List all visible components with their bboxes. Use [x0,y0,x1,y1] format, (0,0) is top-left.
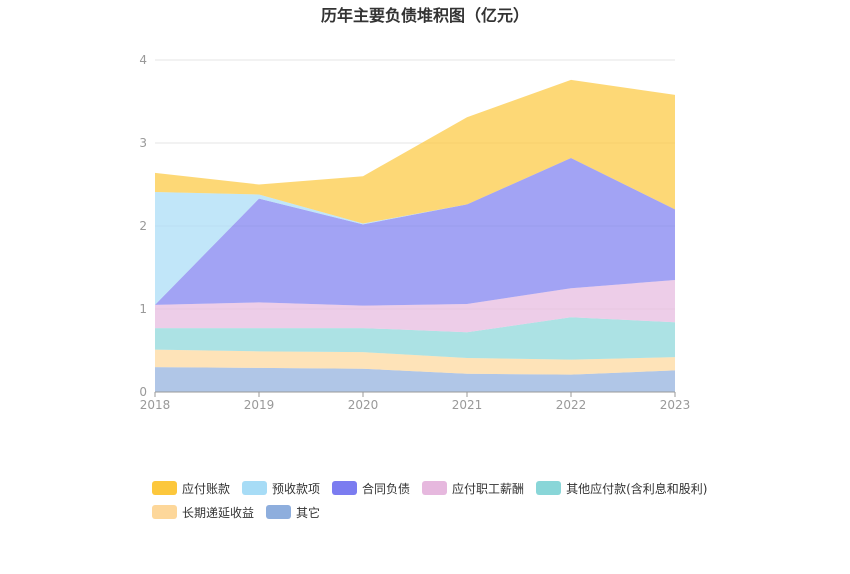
x-tick-label: 2022 [556,398,587,412]
y-tick-label: 4 [139,53,147,67]
legend-item[interactable]: 其他应付款(含利息和股利) [536,480,707,497]
legend-swatch [266,505,292,519]
legend-item[interactable]: 长期递延收益 [152,504,254,521]
legend-label: 合同负债 [362,481,411,496]
legend-swatch [152,505,177,519]
legend-label: 长期递延收益 [182,505,255,520]
series-area-其它 [155,367,675,392]
x-tick-label: 2019 [244,398,275,412]
legend-swatch [422,481,448,495]
series-areas [155,79,675,392]
legend-item[interactable]: 合同负债 [332,480,410,497]
legend-label: 应付职工薪酬 [452,481,525,496]
legend-swatch [242,481,268,495]
legend-swatch [332,481,358,495]
x-tick-label: 2020 [348,398,379,412]
x-tick-label: 2021 [452,398,483,412]
legend-item[interactable]: 应付职工薪酬 [422,480,524,497]
legend-item[interactable]: 应付账款 [152,480,230,497]
legend-label: 预收款项 [272,481,321,496]
y-tick-label: 2 [139,219,147,233]
legend-swatch [536,481,562,495]
x-tick-label: 2023 [660,398,691,412]
series-area-应付账款 [155,79,675,224]
x-tick-label: 2018 [140,398,171,412]
legend-label: 应付账款 [182,481,231,496]
y-tick-label: 0 [139,385,147,399]
y-tick-label: 3 [139,136,147,150]
y-tick-label: 1 [139,302,147,316]
series-area-其他应付款(含利息和股利) [155,317,675,360]
chart-title: 历年主要负债堆积图（亿元） [320,6,529,25]
legend-item[interactable]: 其它 [266,504,320,521]
legend-row: 长期递延收益 其它 [152,500,752,524]
axes: 0 1 2 3 4 2018 2019 2020 2021 2022 2023 [139,53,690,412]
legend-swatch [152,481,177,495]
legend: 应付账款 预收款项 合同负债 应付职工薪酬 其他应付款(含利息和股利) 长期递延收益 其它 [152,476,752,524]
legend-label: 其他应付款(含利息和股利) [566,481,708,496]
series-area-长期递延收益 [155,349,675,375]
series-area-合同负债 [155,157,675,306]
legend-row: 应付账款 预收款项 合同负债 应付职工薪酬 其他应付款(含利息和股利) [152,476,752,500]
legend-label: 其它 [296,505,321,520]
series-area-应付职工薪酬 [155,279,675,333]
legend-item[interactable]: 预收款项 [242,480,320,497]
